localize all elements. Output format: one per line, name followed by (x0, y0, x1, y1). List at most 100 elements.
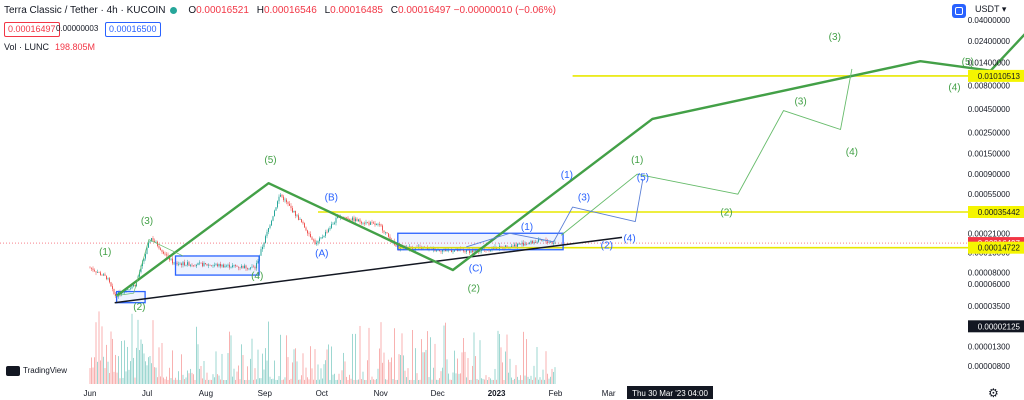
volume-bar (265, 348, 266, 384)
volume-bar (425, 349, 427, 384)
candle-body (212, 265, 214, 266)
buy-button[interactable]: 0.00016500 (105, 22, 161, 37)
candle-body (373, 222, 374, 224)
gear-icon[interactable]: ⚙ (988, 386, 999, 400)
wave-label: (2) (601, 240, 613, 251)
candle-body (158, 245, 160, 249)
candle-body (290, 205, 292, 209)
volume-bar (325, 360, 326, 384)
volume-bar (152, 320, 154, 384)
candle-body (145, 254, 146, 259)
currency-selector[interactable]: USDT ▾ (975, 4, 1007, 14)
candle-body (131, 286, 133, 289)
volume-bar (269, 376, 271, 384)
price-axis: 0.04000000 0.02400000 0.01400000 0.00800000… (968, 16, 1024, 371)
candle-body (325, 231, 326, 236)
candle-body (100, 272, 101, 275)
volume-bar (284, 377, 286, 384)
volume-bar (94, 357, 95, 384)
candle-body (106, 275, 107, 280)
volume-bar (542, 369, 544, 384)
candle-body (295, 210, 296, 216)
volume-bar (461, 352, 463, 384)
volume-bar (289, 379, 290, 384)
candle-body (130, 288, 131, 290)
candle-body (103, 274, 104, 276)
candle-body (266, 231, 268, 237)
volume-bar (248, 379, 250, 384)
volume-bar (196, 326, 197, 384)
volume-bar (287, 357, 289, 384)
volume-bar (487, 379, 488, 384)
candle-body (272, 216, 274, 221)
volume-bar (154, 367, 155, 384)
candle-body (385, 232, 386, 233)
candle-body (475, 250, 476, 251)
volume-bar (541, 379, 542, 384)
wave-label: (5) (264, 155, 276, 166)
volume-bar (290, 378, 292, 384)
candle-body (535, 242, 536, 243)
volume-bar (103, 356, 104, 384)
volume-bar (449, 379, 451, 384)
wave-label: (3) (578, 192, 590, 203)
volume-bar (314, 349, 316, 384)
candle-body (166, 254, 167, 256)
volume-bar (400, 355, 401, 384)
candle-body (328, 229, 329, 233)
volume-bar (254, 368, 256, 384)
volume-bar (533, 365, 535, 384)
candle-body (161, 249, 163, 252)
candle-body (550, 242, 551, 243)
alert-icon[interactable] (952, 4, 966, 18)
candle-body (388, 233, 389, 237)
volume-bar (271, 379, 272, 384)
volume-bar (212, 374, 214, 384)
volume-bar (527, 376, 529, 384)
tradingview-logo[interactable]: TradingView (6, 366, 67, 376)
candle-body (220, 263, 221, 267)
volume-bar (310, 346, 311, 384)
candle-body (241, 265, 242, 268)
branding-label: TradingView (23, 366, 68, 376)
volume-bar (193, 374, 194, 384)
candle-body (127, 289, 128, 290)
volume-bar (127, 346, 128, 384)
volume-bar (292, 362, 293, 384)
volume-bar (445, 322, 446, 384)
y-tick-label: 0.00090000 (968, 170, 1011, 179)
volume-bar (256, 379, 257, 384)
candle-body (235, 265, 236, 266)
candle-body (310, 234, 311, 238)
price-tag-label: 0.01010513 (978, 72, 1021, 81)
volume-bar (230, 335, 232, 384)
volume-bar (205, 379, 206, 384)
volume-bar (509, 358, 511, 384)
volume-bar (211, 379, 212, 384)
volume-bar (392, 379, 394, 384)
candle-body (284, 199, 286, 201)
volume-bar (409, 379, 410, 384)
volume-bar (488, 377, 490, 384)
candle-body (89, 267, 91, 269)
volume-bar (95, 322, 97, 384)
volume-bar (238, 365, 239, 384)
candle-body (232, 265, 233, 268)
candle-body (469, 250, 470, 253)
price-tag-box (968, 241, 1024, 254)
candle-body (518, 243, 520, 245)
candle-body (292, 208, 293, 213)
volume-bar (295, 348, 296, 384)
candle-body (527, 243, 529, 245)
candle-body (133, 284, 134, 287)
candle-body (305, 227, 307, 231)
sell-button[interactable]: 0.00016497 (4, 22, 60, 37)
volume-bar (215, 351, 217, 384)
volume-bar (463, 338, 464, 384)
candle-body (326, 231, 328, 233)
volume-bar (460, 373, 461, 384)
candle-body (194, 265, 196, 267)
volume-bar (149, 356, 151, 384)
volume-bar (232, 376, 233, 384)
